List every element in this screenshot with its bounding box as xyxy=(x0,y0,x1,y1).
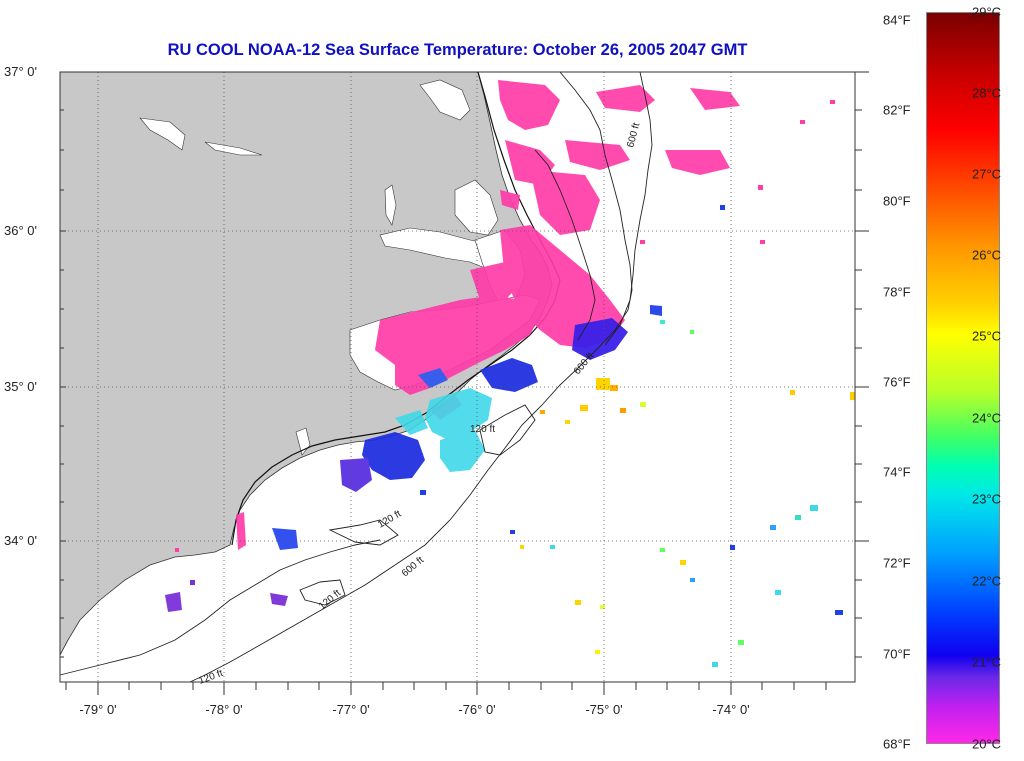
colorbar-fahrenheit-label: 74°F xyxy=(883,464,911,480)
sst-cyan-patches xyxy=(395,388,492,472)
colorbar-celsius-label: 22°C xyxy=(972,573,1002,589)
sst-offshore-specks xyxy=(175,100,855,667)
longitude-label: -79° 0' xyxy=(79,702,117,717)
sst-cold-patches xyxy=(236,80,740,550)
colorbar-fahrenheit-label: 84°F xyxy=(883,12,911,28)
longitude-label: -76° 0' xyxy=(458,702,496,717)
colorbar-celsius-label: 27°C xyxy=(972,166,1002,182)
sst-warm-patches xyxy=(540,378,795,654)
outer-banks xyxy=(231,71,561,546)
colorbar-celsius-label: 29°C xyxy=(972,4,1002,20)
colorbar-celsius-label: 25°C xyxy=(972,328,1002,344)
colorbar-celsius-label: 21°C xyxy=(972,654,1002,670)
latitude-label: 36° 0' xyxy=(4,223,37,238)
colorbar-fahrenheit-label: 70°F xyxy=(883,646,911,662)
colorbar-celsius-label: 20°C xyxy=(972,736,1002,752)
colorbar-celsius-label: 28°C xyxy=(972,85,1002,101)
latitude-label: 37° 0' xyxy=(4,64,37,79)
colorbar-fahrenheit-label: 80°F xyxy=(883,193,911,209)
latitude-label: 35° 0' xyxy=(4,379,37,394)
colorbar-celsius-label: 24°C xyxy=(972,410,1002,426)
map-frame xyxy=(59,71,856,683)
longitude-label: -74° 0' xyxy=(712,702,750,717)
colorbar-celsius-label: 23°C xyxy=(972,491,1002,507)
colorbar-fahrenheit-label: 72°F xyxy=(883,555,911,571)
map-title: RU COOL NOAA-12 Sea Surface Temperature:… xyxy=(167,41,748,59)
longitude-label: -78° 0' xyxy=(205,702,243,717)
sst-blue-patches xyxy=(165,305,662,612)
graticule xyxy=(60,72,855,682)
bathymetry-contours xyxy=(59,71,653,683)
colorbar-celsius-label: 26°C xyxy=(972,247,1002,263)
colorbar-fahrenheit-label: 78°F xyxy=(883,284,911,300)
contour-label: 120 ft xyxy=(470,424,495,435)
longitude-label: -75° 0' xyxy=(585,702,623,717)
colorbar-fahrenheit-label: 68°F xyxy=(883,736,911,752)
temperature-colorbar xyxy=(926,12,1000,744)
latitude-label: 34° 0' xyxy=(4,533,37,548)
longitude-label: -77° 0' xyxy=(332,702,370,717)
axis-ticks xyxy=(60,71,869,695)
colorbar-fahrenheit-label: 76°F xyxy=(883,374,911,390)
colorbar-fahrenheit-label: 82°F xyxy=(883,102,911,118)
